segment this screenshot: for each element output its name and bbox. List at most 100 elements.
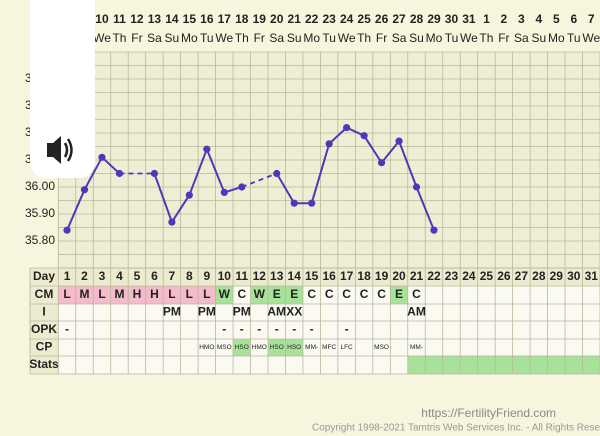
table-cell: M xyxy=(114,287,124,301)
temperature-line xyxy=(66,155,121,231)
table-cell: - xyxy=(257,322,261,336)
cell-fill xyxy=(128,286,146,304)
table-cell: C xyxy=(342,287,351,301)
temperature-line xyxy=(275,126,435,231)
weekday-label: Th xyxy=(357,31,371,45)
day-label: 4 xyxy=(116,269,123,283)
cell-fill xyxy=(58,286,76,304)
table-cell: HSO xyxy=(235,344,249,351)
table-cell: E xyxy=(290,287,298,301)
table-cell: MSO xyxy=(217,344,232,351)
temperature-point xyxy=(325,140,333,148)
table-cell: - xyxy=(345,322,349,336)
weekday-label: Sa xyxy=(392,31,407,45)
date-label: 5 xyxy=(553,12,560,26)
table-cell: LFC xyxy=(340,344,353,351)
table-cell: - xyxy=(65,322,69,336)
table-cell: HSO xyxy=(270,344,284,351)
y-tick-label: 35.80 xyxy=(25,233,55,247)
day-label: 8 xyxy=(186,269,193,283)
day-label: 23 xyxy=(445,269,459,283)
cell-fill xyxy=(512,356,531,374)
cell-fill xyxy=(547,356,566,374)
date-label: 26 xyxy=(375,12,389,26)
cell-fill xyxy=(460,356,478,374)
row-label: Stats xyxy=(29,357,59,371)
date-label: 3 xyxy=(518,12,525,26)
row-label: Day xyxy=(33,269,55,283)
table-cell: C xyxy=(307,287,316,301)
day-label: 10 xyxy=(218,269,232,283)
table-cell: PM xyxy=(163,305,181,319)
date-label: 14 xyxy=(165,12,179,26)
row-label: CP xyxy=(36,340,53,354)
sound-popup[interactable] xyxy=(30,0,95,178)
date-label: 30 xyxy=(445,12,459,26)
day-label: 3 xyxy=(99,269,106,283)
temperature-point xyxy=(203,145,211,153)
table-cell: W xyxy=(219,287,231,301)
weekday-label: Sa xyxy=(269,31,284,45)
day-label: 14 xyxy=(288,269,302,283)
weekday-label: Mo xyxy=(303,31,320,45)
day-label: 19 xyxy=(375,269,389,283)
temperature-point xyxy=(63,226,71,234)
table-cell: MM- xyxy=(305,344,318,351)
temperature-point xyxy=(273,169,281,178)
date-label: 20 xyxy=(270,12,284,26)
temperature-point xyxy=(395,137,403,145)
date-label: 6 xyxy=(570,12,577,26)
cell-fill xyxy=(530,356,548,374)
day-label: 13 xyxy=(270,269,284,283)
table-cell: H xyxy=(133,287,142,301)
temperature-point xyxy=(98,153,106,161)
day-label: 7 xyxy=(169,269,176,283)
cell-fill xyxy=(285,286,303,304)
date-label: 19 xyxy=(253,12,267,26)
day-label: 17 xyxy=(340,269,354,283)
table-cell: - xyxy=(222,322,226,336)
weekday-label: We xyxy=(215,31,233,45)
weekday-label: We xyxy=(460,31,478,45)
table-cell: MSO xyxy=(374,344,389,351)
table-cell: H xyxy=(150,287,159,301)
day-label: 20 xyxy=(392,269,406,283)
table-cell: - xyxy=(310,322,314,336)
weekday-label: Th xyxy=(235,31,249,45)
date-label: 23 xyxy=(322,12,336,26)
table-cell: PM xyxy=(233,305,251,319)
table-cell: L xyxy=(168,287,175,301)
day-label: 5 xyxy=(134,269,141,283)
date-label: 11 xyxy=(113,12,126,26)
weekday-label: Fr xyxy=(498,31,509,45)
day-label: 21 xyxy=(410,269,424,283)
temperature-point xyxy=(360,132,368,140)
day-label: 25 xyxy=(480,269,494,283)
temperature-point xyxy=(412,183,421,191)
cell-fill xyxy=(442,356,461,374)
temperature-point xyxy=(238,183,246,191)
weekday-label: Mo xyxy=(548,31,565,45)
table-cell: - xyxy=(240,322,244,336)
table-cell: M xyxy=(80,287,90,301)
cell-fill xyxy=(495,356,513,374)
date-label: 16 xyxy=(200,12,214,26)
table-cell: AM xyxy=(407,305,426,319)
weekday-label: Su xyxy=(531,31,546,45)
temperature-point xyxy=(430,226,438,234)
weekday-label: Tu xyxy=(322,31,336,45)
weekday-label: Fr xyxy=(376,31,387,45)
day-label: 16 xyxy=(322,269,336,283)
table-cell: W xyxy=(254,287,266,301)
y-tick-label: 36.00 xyxy=(25,179,55,193)
table-cell: E xyxy=(273,287,281,301)
table-cell: L xyxy=(63,287,70,301)
date-label: 12 xyxy=(130,12,144,26)
date-label: 10 xyxy=(95,12,109,26)
weekday-label: Tu xyxy=(200,31,214,45)
day-label: 24 xyxy=(462,269,476,283)
temperature-point xyxy=(377,159,386,167)
speaker-icon[interactable] xyxy=(47,136,61,164)
date-label: 27 xyxy=(392,12,406,26)
table-cell: PM xyxy=(198,305,216,319)
